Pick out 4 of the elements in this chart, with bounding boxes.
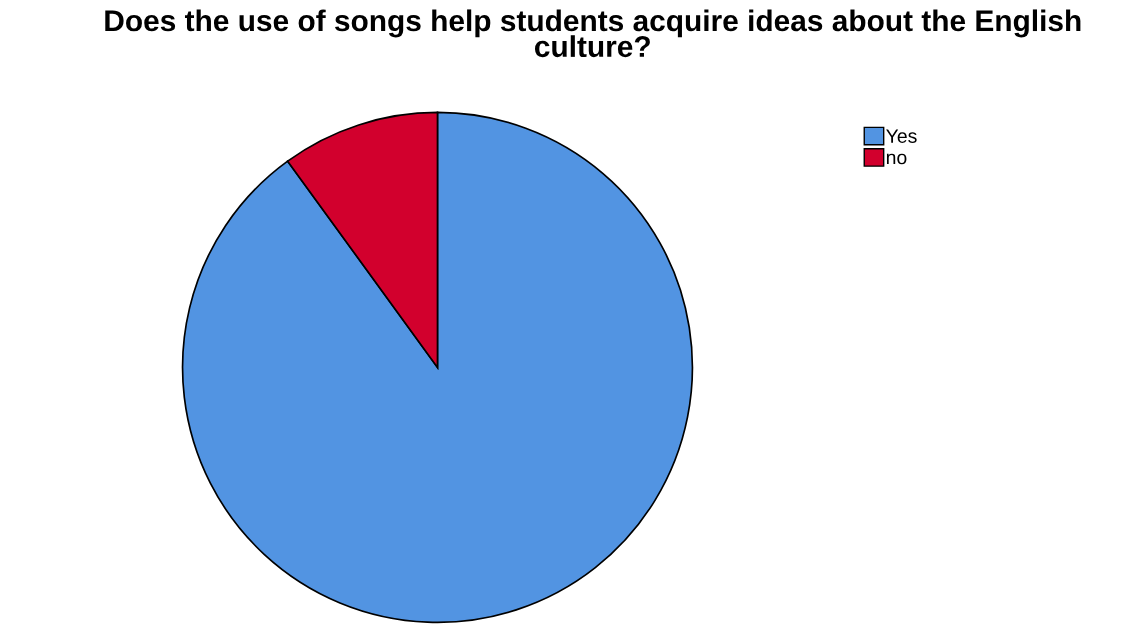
legend-label: Yes <box>886 129 917 143</box>
chart-title: Does the use of songs help students acquire ideas about the English culture? <box>105 9 1081 58</box>
legend-label: no <box>886 153 907 165</box>
pie-slice <box>181 111 694 624</box>
